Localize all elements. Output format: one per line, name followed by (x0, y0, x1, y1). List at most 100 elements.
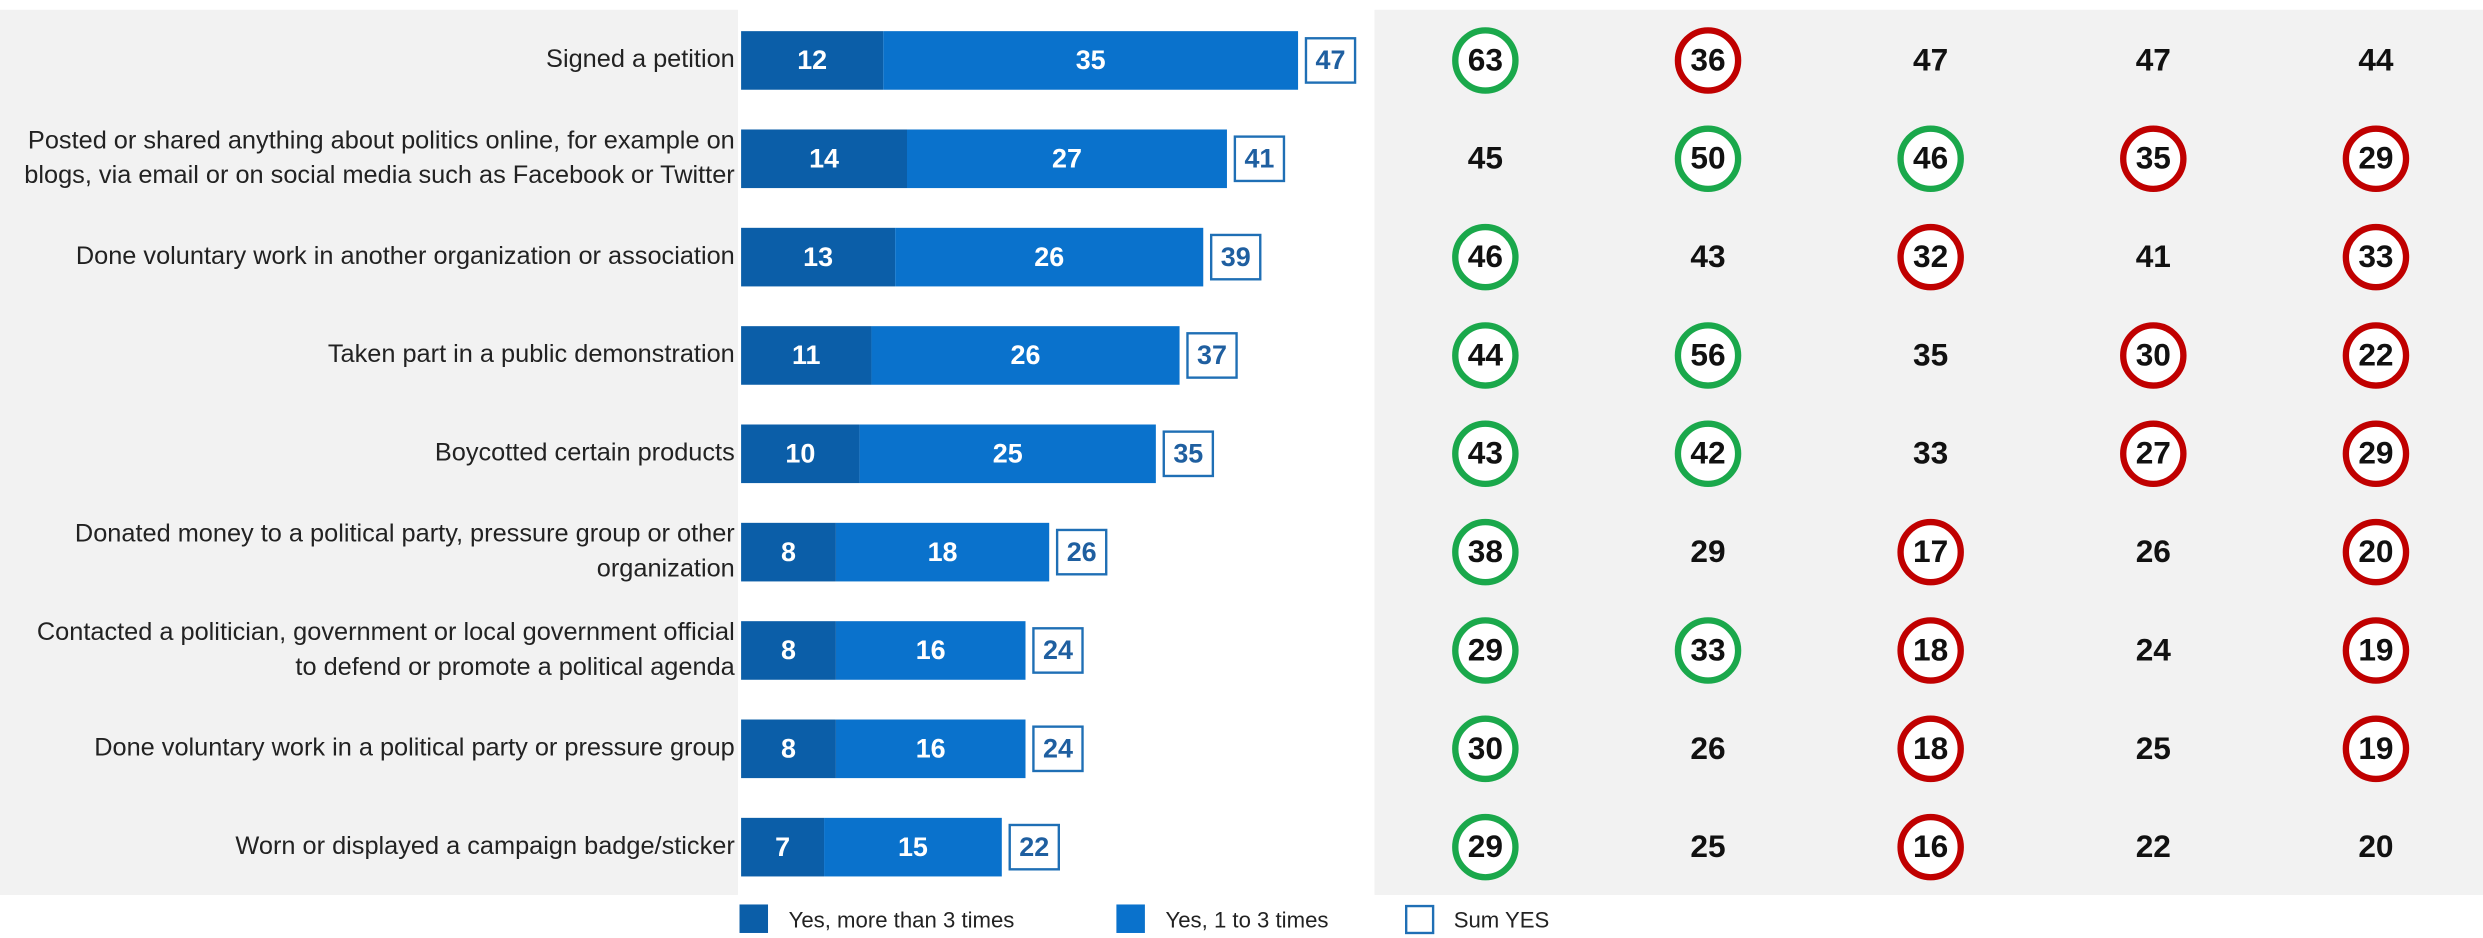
bar-segment (824, 817, 1002, 877)
highlight-circle (1452, 223, 1519, 291)
segment-label: 8 (781, 734, 796, 764)
category-label: Taken part in a public demonstration (328, 340, 735, 368)
table-cell: 29 (2358, 140, 2393, 176)
table-cell: 36 (1690, 41, 1725, 77)
table-cell: 45 (1468, 140, 1503, 176)
table-cell: 33 (1913, 435, 1948, 471)
total-box (1304, 37, 1357, 84)
table-cell: 44 (1468, 336, 1504, 372)
table-cell: 25 (1690, 828, 1725, 864)
highlight-circle (1674, 125, 1742, 193)
table-cell: 19 (2358, 730, 2393, 766)
legend-swatch (1116, 904, 1145, 933)
bar-segment (835, 719, 1026, 779)
category-label: Posted or shared anything about politics… (24, 126, 735, 189)
highlight-circle (1452, 518, 1519, 586)
total-label: 24 (1043, 734, 1073, 764)
table-cell: 16 (1913, 828, 1948, 864)
highlight-circle (1452, 27, 1519, 94)
category-label: Donated money to a political party, pres… (75, 519, 735, 582)
highlight-circle (1897, 223, 1964, 291)
total-box (1233, 135, 1286, 183)
table-cell: 50 (1690, 140, 1725, 176)
table-cell: 35 (1913, 336, 1948, 372)
legend-swatch (739, 904, 769, 933)
table-cell: 29 (1690, 533, 1725, 569)
highlight-circle (1897, 715, 1964, 783)
bar-segment (895, 227, 1204, 287)
bar-segment (859, 424, 1156, 484)
total-box (1055, 528, 1108, 576)
segment-label: 18 (928, 537, 958, 567)
table-cell: 38 (1468, 533, 1503, 569)
table-cell: 26 (2136, 533, 2171, 569)
highlight-circle (2342, 715, 2410, 783)
segment-label: 26 (1011, 340, 1041, 370)
bar-segment (741, 326, 872, 385)
total-label: 41 (1244, 143, 1274, 173)
total-label: 22 (1019, 832, 1049, 862)
bar-segment (741, 817, 825, 877)
table-cell: 41 (2136, 238, 2171, 274)
highlight-circle (2342, 125, 2410, 193)
total-label: 24 (1043, 635, 1073, 665)
highlight-circle (1452, 715, 1519, 783)
table-cell: 20 (2358, 828, 2393, 864)
highlight-circle (1674, 420, 1742, 488)
segment-label: 10 (785, 438, 815, 468)
highlight-circle (1897, 617, 1964, 684)
category-label: Boycotted certain products (435, 438, 735, 466)
bar-segment (907, 129, 1227, 189)
highlight-circle (1674, 617, 1742, 684)
total-box (1186, 332, 1238, 379)
category-label: Worn or displayed a campaign badge/stick… (235, 832, 735, 860)
table-cell: 46 (1913, 140, 1948, 176)
bar-segment (741, 129, 908, 189)
highlight-circle (2342, 518, 2410, 586)
table-cell: 43 (1690, 238, 1725, 274)
table-cell: 42 (1690, 435, 1725, 471)
bar-segment (741, 621, 836, 680)
segment-label: 26 (1034, 242, 1064, 272)
bar-segment (883, 31, 1299, 90)
table-cell: 56 (1690, 336, 1725, 372)
total-label: 47 (1316, 45, 1346, 75)
table-cell: 29 (1468, 631, 1503, 667)
legend-label: Yes, 1 to 3 times (1165, 908, 1328, 933)
table-cell: 43 (1468, 435, 1503, 471)
table-cell: 22 (2136, 828, 2171, 864)
table-cell: 30 (1468, 730, 1503, 766)
table-cell: 29 (1468, 828, 1503, 864)
highlight-circle (2342, 322, 2410, 389)
table-cell: 26 (1690, 730, 1725, 766)
total-label: 37 (1197, 340, 1227, 370)
highlight-circle (1897, 518, 1964, 586)
highlight-circle (1897, 125, 1964, 193)
bar-segment (835, 522, 1050, 582)
total-box (1008, 823, 1060, 871)
highlight-circle (2342, 223, 2410, 291)
table-cell: 32 (1913, 238, 1948, 274)
total-label: 26 (1067, 537, 1097, 567)
table-cell: 35 (2136, 140, 2171, 176)
highlight-circle (1452, 322, 1519, 389)
total-box (1162, 430, 1215, 478)
total-box (1032, 627, 1084, 674)
segment-label: 16 (916, 734, 946, 764)
segment-label: 12 (797, 45, 827, 75)
table-cell: 47 (1913, 41, 1948, 77)
table-cell: 33 (2358, 238, 2393, 274)
bar-segment (741, 227, 896, 287)
legend-swatch (1405, 904, 1435, 935)
total-label: 39 (1221, 242, 1251, 272)
highlight-circle (1452, 420, 1519, 488)
segment-label: 15 (898, 832, 928, 862)
highlight-circle (1452, 617, 1519, 684)
table-cell: 30 (2136, 336, 2171, 372)
highlight-circle (2120, 420, 2187, 488)
segment-label: 8 (781, 537, 796, 567)
highlight-circle (1674, 322, 1742, 389)
table-cell: 20 (2358, 533, 2393, 569)
table-cell: 44 (2358, 41, 2394, 77)
legend-label: Sum YES (1454, 908, 1550, 933)
